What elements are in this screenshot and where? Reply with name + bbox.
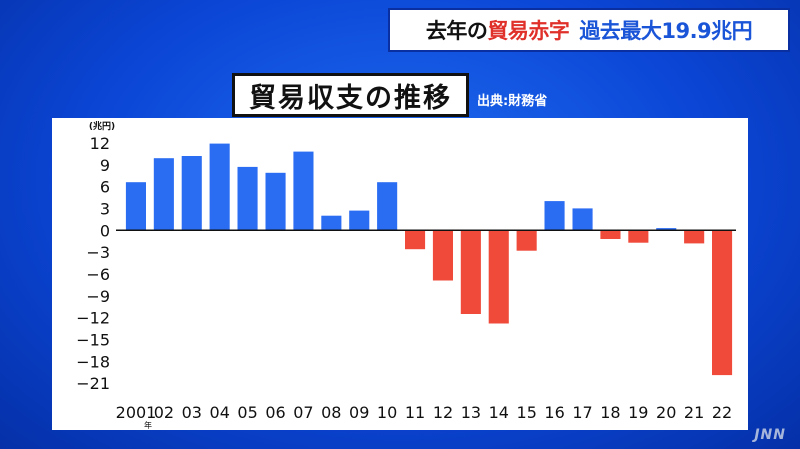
y-unit-label: (兆円) bbox=[89, 120, 115, 132]
headline-text-3: 過去最大19.9兆円 bbox=[579, 19, 753, 43]
bar-20 bbox=[656, 228, 677, 231]
x-tick-label: 13 bbox=[461, 403, 481, 422]
bar-2001 bbox=[125, 182, 146, 231]
x-tick-label: 06 bbox=[265, 403, 285, 422]
bar-08 bbox=[321, 215, 342, 231]
x-tick-label: 21 bbox=[684, 403, 704, 422]
jnn-watermark: JNN bbox=[754, 427, 786, 443]
bar-18 bbox=[600, 230, 621, 239]
y-tick-label: −9 bbox=[86, 287, 110, 306]
headline-text-1: 去年の bbox=[425, 19, 488, 43]
x-tick-label: 02 bbox=[154, 403, 174, 422]
headline-banner: 去年の 貿易赤字 過去最大19.9兆円 bbox=[388, 8, 790, 52]
y-tick-label: −21 bbox=[76, 374, 110, 393]
x-tick-label: 12 bbox=[433, 403, 453, 422]
y-tick-label: 12 bbox=[90, 134, 110, 153]
bar-10 bbox=[377, 182, 398, 231]
bar-16 bbox=[544, 201, 565, 231]
bar-05 bbox=[237, 166, 258, 231]
bar-19 bbox=[628, 230, 649, 243]
headline-text-2: 貿易赤字 bbox=[487, 19, 570, 43]
x-tick-label: 19 bbox=[628, 403, 648, 422]
x-tick-label: 05 bbox=[237, 403, 257, 422]
bar-09 bbox=[349, 210, 370, 231]
x-tick-label: 04 bbox=[210, 403, 230, 422]
bar-14 bbox=[488, 230, 509, 324]
x-tick-label: 2001 bbox=[116, 403, 157, 422]
source-label: 出典:財務省 bbox=[477, 94, 548, 109]
bar-03 bbox=[181, 156, 202, 231]
bar-06 bbox=[265, 172, 286, 231]
x-tick-label: 15 bbox=[517, 403, 537, 422]
x-tick-label: 08 bbox=[321, 403, 341, 422]
bar-13 bbox=[460, 230, 481, 314]
x-tick-label: 14 bbox=[489, 403, 509, 422]
y-tick-label: −12 bbox=[76, 309, 110, 328]
bar-22 bbox=[712, 230, 733, 376]
y-tick-label: −3 bbox=[86, 243, 110, 262]
x-tick-label: 03 bbox=[182, 403, 202, 422]
bar-21 bbox=[684, 230, 705, 244]
y-tick-label: −18 bbox=[76, 352, 110, 371]
y-tick-label: −15 bbox=[76, 330, 110, 349]
bar-17 bbox=[572, 208, 593, 231]
x-tick-label: 11 bbox=[405, 403, 425, 422]
x-tick-label: 07 bbox=[293, 403, 313, 422]
bar-04 bbox=[209, 143, 230, 231]
y-tick-label: 0 bbox=[100, 221, 110, 240]
chart-title: 貿易収支の推移 bbox=[232, 73, 469, 117]
x-tick-label: 22 bbox=[712, 403, 732, 422]
y-tick-label: −6 bbox=[86, 265, 110, 284]
chart-panel: (兆円) 12 9 6 3 0 −3 −6 −9 −12 −15 −18 −21 2001 02 03 04 05… bbox=[52, 118, 748, 430]
x-tick-label: 20 bbox=[656, 403, 676, 422]
x-tick-label: 09 bbox=[349, 403, 369, 422]
y-tick-label: 9 bbox=[100, 156, 110, 175]
x-tick-label: 18 bbox=[600, 403, 620, 422]
y-tick-label: 6 bbox=[100, 178, 110, 197]
y-tick-label: 3 bbox=[100, 199, 110, 218]
x-year-suffix: 年 bbox=[144, 420, 152, 430]
x-tick-label: 16 bbox=[544, 403, 564, 422]
bar-15 bbox=[516, 230, 537, 251]
bar-02 bbox=[153, 158, 174, 231]
x-tick-label: 10 bbox=[377, 403, 397, 422]
bar-07 bbox=[293, 151, 314, 231]
bar-11 bbox=[405, 230, 426, 250]
bar-12 bbox=[432, 230, 453, 281]
x-tick-label: 17 bbox=[572, 403, 592, 422]
